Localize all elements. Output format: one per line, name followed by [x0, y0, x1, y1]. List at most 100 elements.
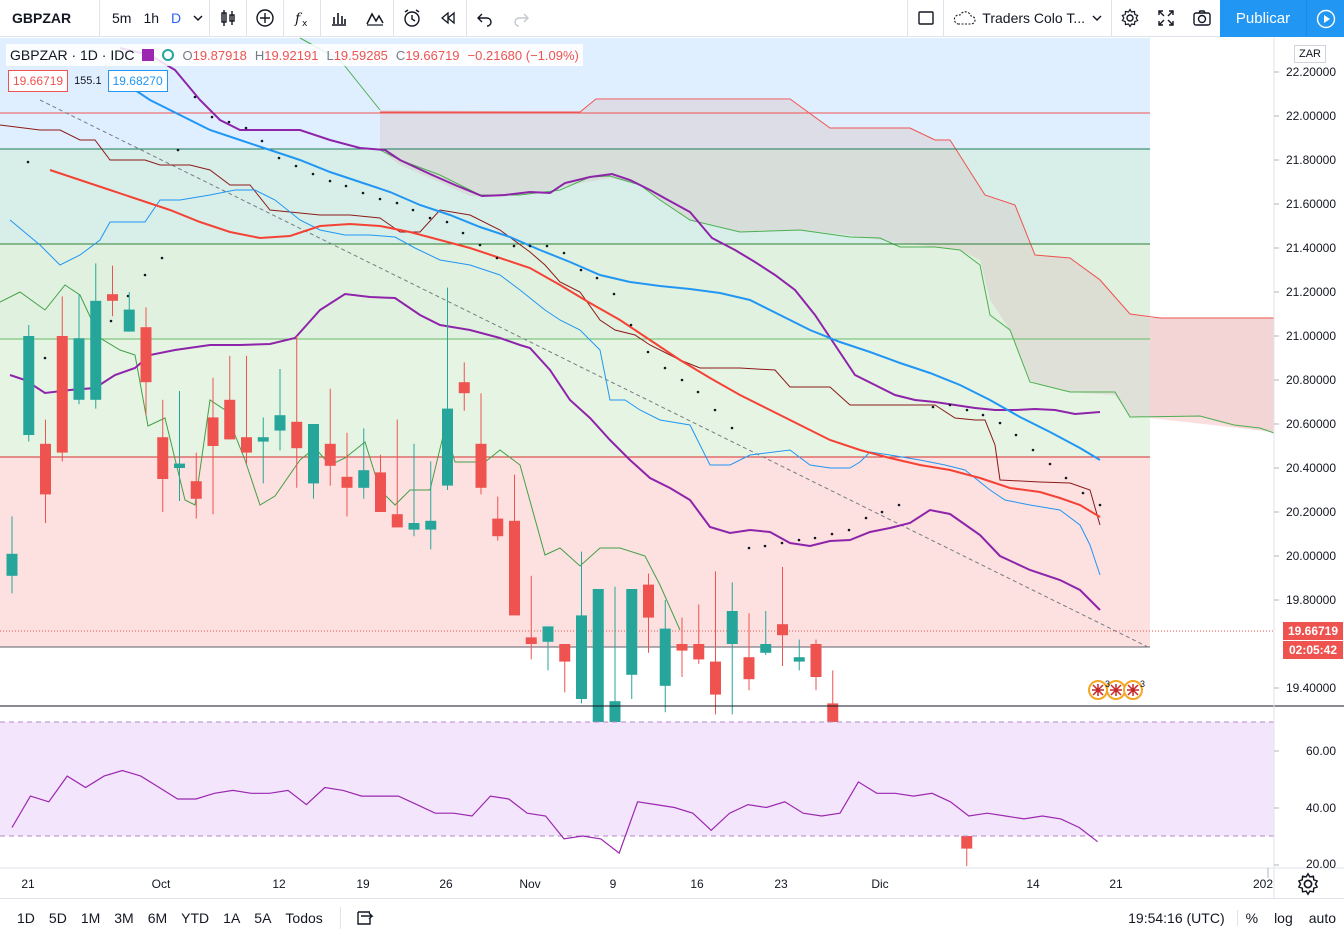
compare-add-icon[interactable]	[247, 0, 283, 37]
sar-dot	[1098, 503, 1102, 507]
publish-button[interactable]: Publicar	[1220, 0, 1306, 37]
candle-down	[56, 336, 68, 453]
time-tick: 21	[21, 877, 35, 891]
sar-dot	[160, 256, 164, 260]
price-tick: 22.00000	[1285, 109, 1336, 123]
sar-dot	[579, 268, 583, 272]
sar-dot	[880, 510, 884, 514]
price-tick: 21.20000	[1285, 285, 1336, 299]
legend-high-value: 19.92191	[264, 47, 319, 63]
price-tick: 20.20000	[1285, 505, 1336, 519]
candle-down	[324, 443, 336, 466]
sar-dot	[1081, 491, 1085, 495]
price-tick: 20.80000	[1285, 373, 1336, 387]
chart-canvas[interactable]: 3 3	[0, 37, 1344, 898]
fullscreen-square-icon[interactable]	[907, 0, 943, 37]
candle-up	[358, 470, 370, 488]
candle-down	[241, 437, 252, 453]
candle-up	[308, 424, 319, 484]
price-tick: 19.40000	[1285, 681, 1336, 695]
replay-icon[interactable]	[430, 0, 466, 37]
tenkan-sen	[9, 189, 1101, 576]
auto-toggle[interactable]: auto	[1308, 910, 1336, 926]
candles-style-icon[interactable]	[210, 0, 246, 37]
candle-up	[174, 463, 185, 468]
uk-flag-icon-cross	[1110, 684, 1122, 696]
currency-badge[interactable]: ZAR	[1294, 45, 1326, 63]
alert-clock-icon[interactable]	[394, 0, 430, 37]
range-6m[interactable]: 6M	[147, 909, 168, 926]
toolbar-divider	[393, 0, 395, 37]
candle-down	[190, 481, 202, 499]
time-tick: 19	[356, 877, 370, 891]
sar-dot	[763, 544, 767, 548]
interval-1h[interactable]: 1h	[143, 10, 160, 26]
sell-price-button[interactable]: 19.66719	[8, 70, 69, 92]
range-3m[interactable]: 3M	[114, 909, 134, 926]
time-tick: 14	[1026, 877, 1040, 891]
axis-settings-gear-icon[interactable]	[1296, 872, 1320, 896]
settings-gear-icon[interactable]	[1112, 0, 1148, 37]
price-axis-ticks	[1274, 71, 1279, 866]
interval-dropdown-icon[interactable]	[187, 0, 209, 37]
fullscreen-expand-icon[interactable]	[1148, 0, 1184, 37]
candle-down	[40, 443, 51, 495]
play-icon[interactable]	[1306, 0, 1344, 37]
sar-dot	[461, 231, 465, 235]
log-toggle[interactable]: log	[1274, 910, 1293, 926]
percent-toggle[interactable]: %	[1245, 910, 1259, 926]
camera-snapshot-icon[interactable]	[1184, 0, 1220, 37]
range-all[interactable]: Todos	[285, 909, 323, 926]
sar-dot	[595, 276, 599, 280]
bottom-toolbar: 1D 5D 1M 3M 6M YTD 1A 5A Todos 19:54:16 …	[0, 898, 1344, 936]
legend-high: H19.92191	[255, 48, 319, 63]
candle-down	[492, 518, 504, 537]
sar-dot	[663, 366, 667, 370]
flag-icon[interactable]	[142, 49, 155, 61]
candle-down	[375, 472, 386, 512]
candle-down	[224, 399, 236, 440]
candle-up	[425, 520, 437, 530]
countdown-tag: 02:05:42	[1283, 641, 1343, 659]
candle-up	[123, 309, 135, 332]
sar-dot	[780, 541, 784, 545]
symbol-search[interactable]: GBPZAR	[0, 0, 100, 37]
range-1d[interactable]: 1D	[17, 909, 35, 926]
bollinger-upper	[119, 47, 1101, 416]
interval-d[interactable]: D	[171, 10, 182, 26]
range-1m[interactable]: 1M	[80, 909, 101, 926]
financials-icon[interactable]	[321, 0, 357, 37]
candle-down	[207, 417, 219, 446]
range-1a[interactable]: 1A	[223, 909, 241, 926]
utc-clock[interactable]: 19:54:16 (UTC)	[1120, 910, 1238, 926]
event-badges[interactable]: 3 3	[1088, 679, 1145, 700]
candle-down	[743, 657, 755, 680]
price-tick: 19.80000	[1285, 593, 1336, 607]
layout-selector[interactable]: Traders Colo T...	[943, 0, 1112, 37]
sar-dot	[210, 115, 214, 119]
chart-legend[interactable]: GBPZAR · 1D · IDC O19.87918 H19.92191 L1…	[6, 44, 583, 66]
candle-up	[793, 657, 805, 662]
go-to-date-icon[interactable]	[355, 908, 375, 928]
candle-down	[341, 476, 353, 488]
legend-symbol[interactable]: GBPZAR · 1D · IDC	[10, 47, 135, 63]
legend-open-label: O	[182, 47, 193, 63]
redo-icon[interactable]	[503, 0, 539, 37]
templates-icon[interactable]	[357, 0, 393, 37]
candle-down	[810, 644, 822, 677]
interval-5m[interactable]: 5m	[112, 10, 132, 26]
range-5d[interactable]: 5D	[48, 909, 67, 926]
candle-up	[442, 408, 453, 486]
legend-low-value: 19.59285	[333, 47, 388, 63]
undo-icon[interactable]	[467, 0, 503, 37]
time-tick: 12	[272, 877, 286, 891]
range-ytd[interactable]: YTD	[181, 909, 210, 926]
range-5a[interactable]: 5A	[254, 909, 272, 926]
buy-price-button[interactable]: 19.68270	[107, 70, 168, 92]
price-tick: 21.40000	[1285, 241, 1336, 255]
ema	[49, 169, 1101, 518]
time-tick: Nov	[519, 877, 541, 891]
candle-down	[291, 421, 303, 449]
